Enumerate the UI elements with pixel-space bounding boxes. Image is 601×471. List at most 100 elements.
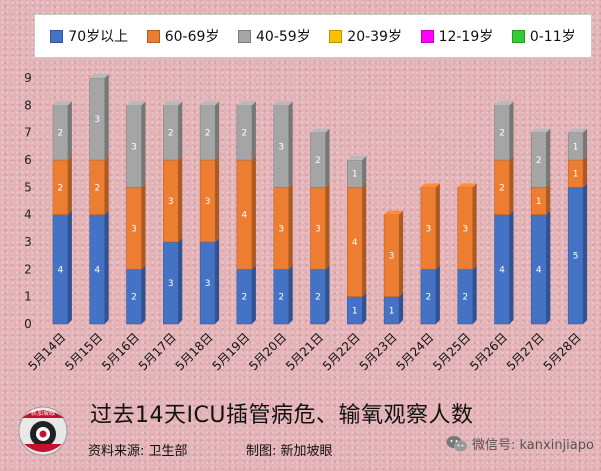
bar-value-label: 4 <box>94 265 100 275</box>
y-tick-label: 5 <box>24 180 32 194</box>
y-tick-label: 4 <box>24 208 32 222</box>
bar-top-face <box>89 74 109 78</box>
bar-top-face <box>310 128 330 133</box>
bar-top-face <box>126 101 146 106</box>
bar-segment-side <box>399 292 404 324</box>
y-tick-label: 0 <box>24 317 32 331</box>
legend-item: 12-19岁 <box>420 26 494 46</box>
legend-swatch <box>511 29 525 43</box>
legend-swatch <box>420 29 434 43</box>
legend-label: 12-19岁 <box>438 29 494 45</box>
bar-value-label: 3 <box>94 115 100 125</box>
bar-segment-side <box>546 183 551 215</box>
bar-segment-side <box>104 74 109 160</box>
bar-segment-side <box>67 101 72 160</box>
bar-value-label: 2 <box>462 293 468 303</box>
bar-segment-side <box>178 156 183 242</box>
y-tick-label: 2 <box>24 262 32 276</box>
chart-caption-title: 过去14天ICU插管病危、输氧观察人数 <box>90 403 474 428</box>
y-tick-label: 1 <box>24 290 32 304</box>
y-tick-label: 9 <box>24 71 32 85</box>
legend-swatch <box>146 29 160 43</box>
bar-segment-side <box>325 265 330 324</box>
bar-value-label: 2 <box>499 129 505 139</box>
bar-top-face <box>163 101 183 106</box>
legend-label: 60-69岁 <box>164 29 220 45</box>
bar-value-label: 3 <box>131 142 137 152</box>
bar-segment-side <box>141 183 146 270</box>
bar-segment-side <box>362 156 367 188</box>
bar-segment-side <box>583 156 588 188</box>
bar-value-label: 2 <box>168 129 174 139</box>
y-tick-label: 6 <box>24 153 32 167</box>
bar-segment-side <box>215 238 220 324</box>
y-tick-label: 7 <box>24 126 32 140</box>
y-tick-label: 3 <box>24 235 32 249</box>
bar-top-face <box>273 101 293 106</box>
x-tick-label: 5月19日 <box>209 330 252 373</box>
bar-top-face <box>420 183 440 188</box>
chart-credit-note: 制图: 新加坡眼 <box>246 444 333 459</box>
x-tick-label: 5月17日 <box>136 330 179 373</box>
bar-segment-side <box>67 210 72 324</box>
bar-segment-side <box>178 238 183 324</box>
bar-segment-side <box>288 265 293 324</box>
bar-top-face <box>236 101 256 106</box>
legend-swatch <box>50 29 64 43</box>
wechat-account: 微信号: kanxinjiapo <box>446 434 594 453</box>
bar-value-label: 1 <box>573 142 579 152</box>
bar-top-face <box>347 156 367 160</box>
bar-segment-side <box>325 128 330 188</box>
wechat-id-text: 微信号: kanxinjiapo <box>472 438 594 453</box>
x-tick-label: 5月21日 <box>283 330 326 373</box>
legend-label: 0-11岁 <box>529 29 576 45</box>
bar-value-label: 3 <box>315 224 321 234</box>
bar-value-label: 4 <box>536 265 542 275</box>
legend-item: 0-11岁 <box>511 26 576 46</box>
bar-value-label: 2 <box>58 129 64 139</box>
data-source-note: 资料来源: 卫生部 <box>88 444 188 459</box>
bar-top-face <box>200 101 220 106</box>
legend-item: 70岁以上 <box>50 26 128 46</box>
bar-segment-side <box>104 210 109 324</box>
x-tick-label: 5月23日 <box>357 330 400 373</box>
bar-value-label: 1 <box>389 306 395 316</box>
bar-segment-side <box>399 210 404 297</box>
bar-value-label: 2 <box>278 293 284 303</box>
bar-segment-side <box>509 156 514 215</box>
x-tick-label: 5月24日 <box>393 330 436 373</box>
legend-item: 20-39岁 <box>329 26 402 46</box>
bar-segment-side <box>215 156 220 242</box>
legend-item: 40-59岁 <box>238 26 311 46</box>
x-tick-label: 5月27日 <box>504 330 547 373</box>
bar-value-label: 1 <box>536 197 542 207</box>
x-tick-label: 5月28日 <box>541 330 584 373</box>
bar-segment-side <box>104 156 109 215</box>
bar-segment-side <box>362 183 367 297</box>
bar-top-face <box>494 101 514 106</box>
bar-top-face <box>568 128 588 133</box>
legend-swatch <box>329 29 343 43</box>
bar-value-label: 4 <box>352 238 358 248</box>
x-tick-label: 5月18日 <box>173 330 216 373</box>
bar-segment-side <box>583 183 588 324</box>
bar-value-label: 3 <box>168 279 174 289</box>
bar-value-label: 1 <box>573 170 579 180</box>
bar-value-label: 2 <box>131 293 137 303</box>
bar-segment-side <box>251 156 256 270</box>
x-tick-label: 5月25日 <box>430 330 473 373</box>
bar-value-label: 5 <box>573 252 579 262</box>
x-tick-label: 5月22日 <box>320 330 363 373</box>
bar-value-label: 3 <box>278 224 284 234</box>
bar-value-label: 2 <box>315 293 321 303</box>
bar-value-label: 2 <box>426 293 432 303</box>
bar-segment-side <box>435 183 440 270</box>
bar-value-label: 4 <box>58 265 64 275</box>
bar-value-label: 3 <box>389 252 395 262</box>
bar-segment-side <box>141 101 146 188</box>
xinjiapoyan-logo: 新加坡眼 <box>14 400 72 460</box>
bar-value-label: 2 <box>315 156 321 166</box>
x-tick-label: 5月15日 <box>62 330 105 373</box>
bar-value-label: 3 <box>205 279 211 289</box>
bar-value-label: 3 <box>168 197 174 207</box>
